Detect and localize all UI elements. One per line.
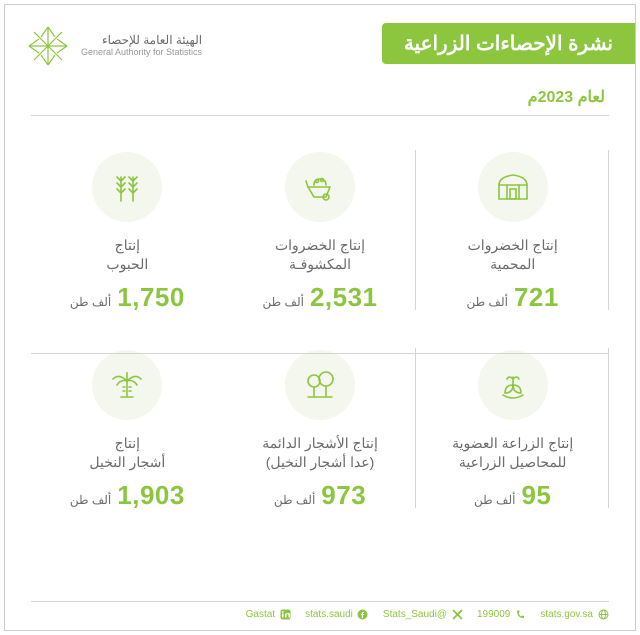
logo-block: الهيئة العامة للإحصاء General Authority … bbox=[25, 23, 202, 69]
stat-unit: ألف طن bbox=[467, 295, 508, 309]
divider bbox=[31, 353, 609, 354]
phone-icon bbox=[514, 608, 526, 620]
stat-label: إنتاجالحبوب bbox=[106, 236, 148, 274]
stat-value-row: 1,903 ألف طن bbox=[37, 480, 218, 511]
social-text: stats.gov.sa bbox=[540, 609, 593, 620]
divider bbox=[608, 150, 609, 310]
stat-unit: ألف طن bbox=[70, 295, 111, 309]
page-title: نشرة الإحصاءات الزراعية bbox=[382, 23, 635, 64]
social-text: stats.saudi bbox=[305, 609, 353, 620]
stat-label: إنتاج الأشجار الدائمة(عدا أشجار النخيل) bbox=[262, 434, 378, 472]
trees-icon bbox=[285, 350, 355, 420]
social-text: @Stats_Saudi bbox=[383, 609, 447, 620]
stat-label: إنتاجأشجار النخيل bbox=[89, 434, 165, 472]
social-item: stats.saudi bbox=[305, 608, 369, 620]
subtitle: لعام 2023م bbox=[5, 69, 635, 115]
divider bbox=[31, 601, 609, 602]
social-text: Gastat bbox=[246, 609, 275, 620]
gastat-logo-icon bbox=[25, 23, 71, 69]
social-text: 199009 bbox=[477, 609, 510, 620]
stat-card: إنتاج الخضرواتالمحمية 721 ألف طن bbox=[416, 140, 609, 338]
organic-icon bbox=[478, 350, 548, 420]
stat-card: إنتاج الزراعة العضويةللمحاصيل الزراعية 9… bbox=[416, 338, 609, 536]
linkedin-icon bbox=[279, 608, 291, 620]
stats-grid: إنتاج الخضرواتالمحمية 721 ألف طن bbox=[5, 116, 635, 536]
stat-value: 95 bbox=[521, 480, 551, 511]
stat-value: 2,531 bbox=[310, 282, 378, 313]
org-name-en: General Authority for Statistics bbox=[81, 48, 202, 58]
stat-value: 973 bbox=[321, 480, 366, 511]
social-item: @Stats_Saudi bbox=[383, 608, 463, 620]
org-name-ar: الهيئة العامة للإحصاء bbox=[81, 34, 202, 47]
facebook-icon bbox=[357, 608, 369, 620]
stat-value: 1,903 bbox=[117, 480, 185, 511]
social-item: Gastat bbox=[246, 608, 291, 620]
stat-card: إنتاجأشجار النخيل 1,903 ألف طن bbox=[31, 338, 224, 536]
social-row: stats.gov.sa 199009 @Stats_Saudi stats.s… bbox=[31, 608, 609, 620]
stat-card: إنتاج الخضرواتالمكشوفـة 2,531 ألف طن bbox=[224, 140, 417, 338]
social-item: 199009 bbox=[477, 608, 526, 620]
stat-value: 1,750 bbox=[117, 282, 185, 313]
greenhouse-icon bbox=[478, 152, 548, 222]
stat-unit: ألف طن bbox=[263, 295, 304, 309]
stat-value-row: 1,750 ألف طن bbox=[37, 282, 218, 313]
divider bbox=[608, 348, 609, 508]
stat-label: إنتاج الخضرواتالمكشوفـة bbox=[275, 236, 365, 274]
stat-label: إنتاج الزراعة العضويةللمحاصيل الزراعية bbox=[452, 434, 573, 472]
divider bbox=[415, 348, 416, 508]
stat-unit: ألف طن bbox=[70, 493, 111, 507]
wheat-icon bbox=[92, 152, 162, 222]
stat-value-row: 2,531 ألف طن bbox=[230, 282, 411, 313]
stat-unit: ألف طن bbox=[274, 493, 315, 507]
stat-value-row: 95 ألف طن bbox=[422, 480, 603, 511]
infographic-frame: الهيئة العامة للإحصاء General Authority … bbox=[4, 4, 636, 631]
stat-value-row: 973 ألف طن bbox=[230, 480, 411, 511]
header: الهيئة العامة للإحصاء General Authority … bbox=[5, 5, 635, 69]
divider bbox=[415, 150, 416, 310]
stat-value: 721 bbox=[514, 282, 559, 313]
wheelbarrow-icon bbox=[285, 152, 355, 222]
stat-card: إنتاجالحبوب 1,750 ألف طن bbox=[31, 140, 224, 338]
globe-icon bbox=[597, 608, 609, 620]
x-icon bbox=[451, 608, 463, 620]
stat-unit: ألف طن bbox=[474, 493, 515, 507]
social-item: stats.gov.sa bbox=[540, 608, 609, 620]
stat-label: إنتاج الخضرواتالمحمية bbox=[468, 236, 558, 274]
palm-icon bbox=[92, 350, 162, 420]
footer: stats.gov.sa 199009 @Stats_Saudi stats.s… bbox=[5, 601, 635, 620]
stat-value-row: 721 ألف طن bbox=[422, 282, 603, 313]
stat-card: إنتاج الأشجار الدائمة(عدا أشجار النخيل) … bbox=[224, 338, 417, 536]
